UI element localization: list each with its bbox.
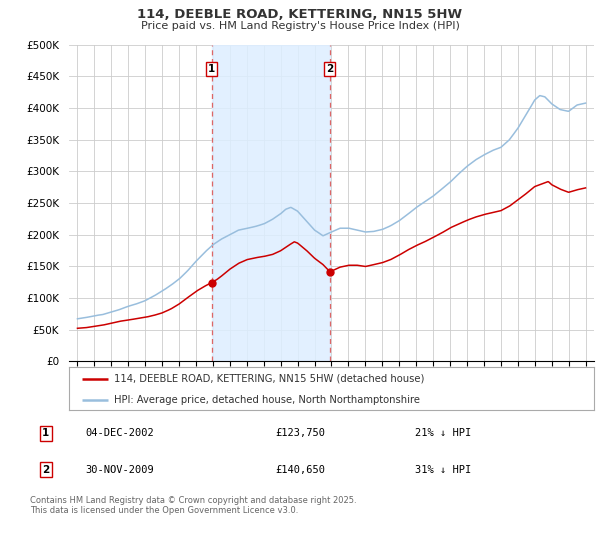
Text: HPI: Average price, detached house, North Northamptonshire: HPI: Average price, detached house, Nort… [113, 395, 419, 404]
Text: Price paid vs. HM Land Registry's House Price Index (HPI): Price paid vs. HM Land Registry's House … [140, 21, 460, 31]
Text: 1: 1 [42, 428, 49, 438]
Text: 21% ↓ HPI: 21% ↓ HPI [415, 428, 471, 438]
Text: 31% ↓ HPI: 31% ↓ HPI [415, 465, 471, 475]
Text: 04-DEC-2002: 04-DEC-2002 [86, 428, 155, 438]
Text: 114, DEEBLE ROAD, KETTERING, NN15 5HW: 114, DEEBLE ROAD, KETTERING, NN15 5HW [137, 8, 463, 21]
Text: 2: 2 [326, 64, 334, 74]
Text: 30-NOV-2009: 30-NOV-2009 [86, 465, 155, 475]
Text: 114, DEEBLE ROAD, KETTERING, NN15 5HW (detached house): 114, DEEBLE ROAD, KETTERING, NN15 5HW (d… [113, 374, 424, 384]
Bar [212, 45, 330, 361]
Text: Contains HM Land Registry data © Crown copyright and database right 2025.
This d: Contains HM Land Registry data © Crown c… [30, 496, 356, 515]
Text: 2: 2 [42, 465, 49, 475]
Text: £140,650: £140,650 [275, 465, 326, 475]
Text: 1: 1 [208, 64, 215, 74]
Text: £123,750: £123,750 [275, 428, 326, 438]
